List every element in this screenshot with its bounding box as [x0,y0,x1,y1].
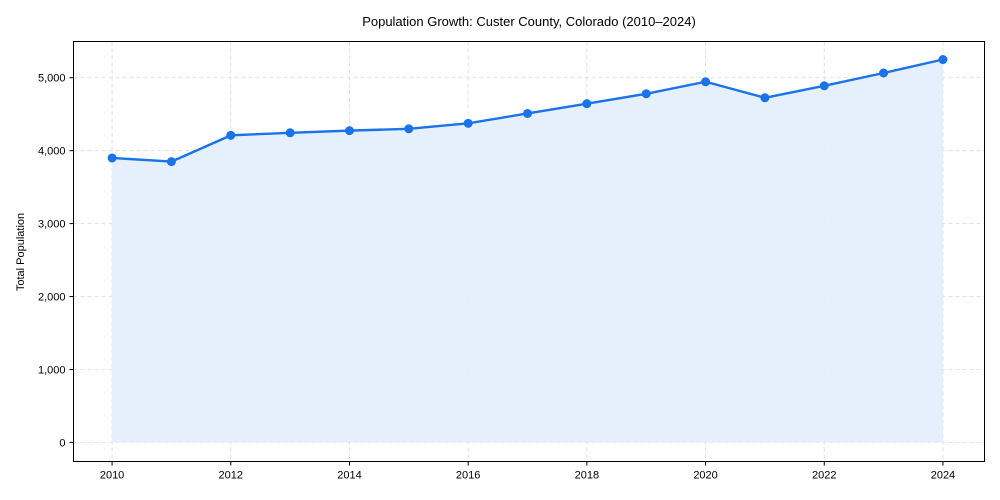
x-tick-label: 2016 [456,470,480,482]
y-tick-label: 1,000 [38,364,66,376]
chart-title: Population Growth: Custer County, Colora… [362,14,696,29]
data-point-2013 [285,128,295,138]
data-point-2016 [463,118,473,128]
y-tick-label: 2,000 [38,292,66,304]
data-point-2012 [226,130,236,140]
data-point-2017 [523,108,533,118]
data-point-2020 [701,77,711,87]
y-tick-label: 5,000 [38,73,66,85]
y-tick-label: 4,000 [38,146,66,158]
axes-frame [73,41,985,462]
data-point-2011 [166,157,176,167]
data-point-2018 [582,99,592,109]
data-point-2010 [107,153,117,163]
data-point-2021 [760,93,770,103]
data-point-2019 [641,89,651,99]
data-point-2024 [938,55,948,65]
x-tick-label: 2010 [100,470,124,482]
area-fill [112,59,943,443]
x-tick-label: 2022 [812,470,836,482]
x-tick-label: 2012 [219,470,243,482]
x-tick-label: 2024 [931,470,955,482]
data-point-2022 [819,81,829,91]
y-tick-label: 3,000 [38,219,66,231]
x-axis: 2010 2012 2014 2016 2018 2020 2022 2024 [100,461,955,482]
data-markers [107,55,948,167]
x-tick-label: 2014 [337,470,361,482]
y-axis-label: Total Population [15,213,27,291]
y-tick-label: 0 [59,437,65,449]
data-point-2014 [344,126,354,136]
data-point-2023 [879,68,889,78]
x-tick-label: 2018 [575,470,599,482]
plot-area [73,41,985,462]
data-point-2015 [404,124,414,134]
x-tick-label: 2020 [693,470,717,482]
y-axis: 0 1,000 2,000 3,000 4,000 5,000 [38,73,74,449]
